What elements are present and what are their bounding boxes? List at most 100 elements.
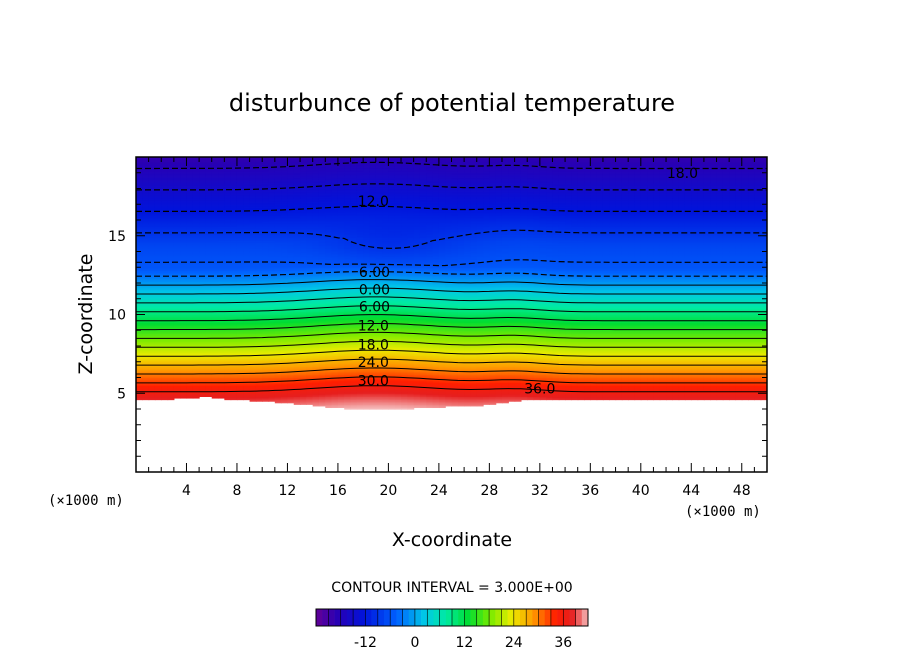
field-cell <box>224 183 232 186</box>
field-cell <box>211 281 219 284</box>
field-cell <box>173 199 181 202</box>
field-cell <box>192 353 200 357</box>
field-cell <box>224 339 232 342</box>
field-cell <box>205 386 213 390</box>
field-cell <box>218 251 225 254</box>
field-cell <box>205 342 213 346</box>
field-cell <box>186 221 194 224</box>
field-cell <box>154 316 162 319</box>
field-cell <box>218 323 225 327</box>
field-cell <box>136 174 143 177</box>
field-cell <box>224 169 232 172</box>
field-cell <box>224 314 232 317</box>
field-cell <box>180 190 188 193</box>
field-cell <box>167 254 175 257</box>
field-cell <box>236 328 244 331</box>
field-cell <box>199 234 207 237</box>
field-cell <box>218 268 225 271</box>
field-cell <box>230 371 238 374</box>
field-cell <box>218 353 225 357</box>
field-cell <box>218 166 225 169</box>
field-cell <box>224 375 232 379</box>
field-cell <box>224 201 232 204</box>
field-cell <box>205 383 213 386</box>
field-cell <box>186 270 194 273</box>
field-cell <box>173 172 181 175</box>
field-cell <box>142 267 150 270</box>
field-cell <box>205 333 213 336</box>
field-cell <box>167 207 175 210</box>
field-cell <box>218 254 225 257</box>
field-cell <box>205 267 213 270</box>
field-cell <box>180 253 188 256</box>
field-cell <box>180 232 188 235</box>
field-cell <box>167 212 175 215</box>
field-cell <box>211 334 219 338</box>
field-cell <box>161 161 169 164</box>
field-cell <box>180 180 188 183</box>
field-cell <box>148 334 156 338</box>
field-cell <box>167 199 175 202</box>
field-cell <box>148 245 156 248</box>
field-cell <box>236 396 244 399</box>
field-cell <box>218 349 225 352</box>
field-cell <box>199 221 207 224</box>
field-cell <box>180 213 188 216</box>
field-cell <box>205 186 213 190</box>
field-cell <box>205 249 213 253</box>
field-cell <box>136 380 143 383</box>
field-cell <box>186 194 194 197</box>
field-cell <box>199 251 207 254</box>
field-cell <box>211 308 219 311</box>
field-cell <box>167 240 175 243</box>
field-cell <box>154 385 162 388</box>
field-cell <box>192 369 200 372</box>
field-cell <box>148 204 156 207</box>
field-cell <box>192 169 200 172</box>
field-cell <box>161 358 169 361</box>
field-cell <box>173 323 181 327</box>
field-cell <box>186 234 194 237</box>
field-cell <box>224 295 232 298</box>
field-cell <box>224 338 232 341</box>
field-cell <box>136 242 143 245</box>
field-cell <box>230 213 238 216</box>
field-cell <box>236 331 244 334</box>
field-cell <box>205 245 213 248</box>
field-cell <box>148 231 156 234</box>
field-cell <box>148 205 156 209</box>
field-cell <box>136 306 143 309</box>
field-cell <box>230 177 238 180</box>
field-cell <box>224 246 232 249</box>
field-cell <box>199 385 207 388</box>
field-cell <box>148 196 156 199</box>
field-cell <box>167 268 175 271</box>
field-cell <box>218 283 225 286</box>
field-cell <box>161 232 169 235</box>
field-cell <box>161 311 169 314</box>
field-cell <box>154 286 162 289</box>
field-cell <box>148 249 156 253</box>
field-cell <box>236 338 244 341</box>
field-cell <box>148 298 156 301</box>
field-cell <box>192 271 200 275</box>
field-cell <box>230 360 238 363</box>
field-cell <box>186 344 194 347</box>
field-cell <box>230 197 238 201</box>
field-cell <box>180 289 188 292</box>
field-cell <box>199 380 207 383</box>
field-cell <box>211 235 219 238</box>
field-cell <box>142 249 150 253</box>
field-cell <box>211 210 219 213</box>
field-cell <box>136 379 143 382</box>
field-cell <box>167 190 175 193</box>
field-cell <box>154 314 162 317</box>
field-cell <box>186 208 194 212</box>
field-cell <box>230 347 238 350</box>
field-cell <box>199 374 207 377</box>
field-cell <box>205 325 213 328</box>
field-cell <box>180 283 188 286</box>
field-cell <box>148 246 156 249</box>
field-cell <box>180 309 188 312</box>
field-cell <box>161 237 169 240</box>
